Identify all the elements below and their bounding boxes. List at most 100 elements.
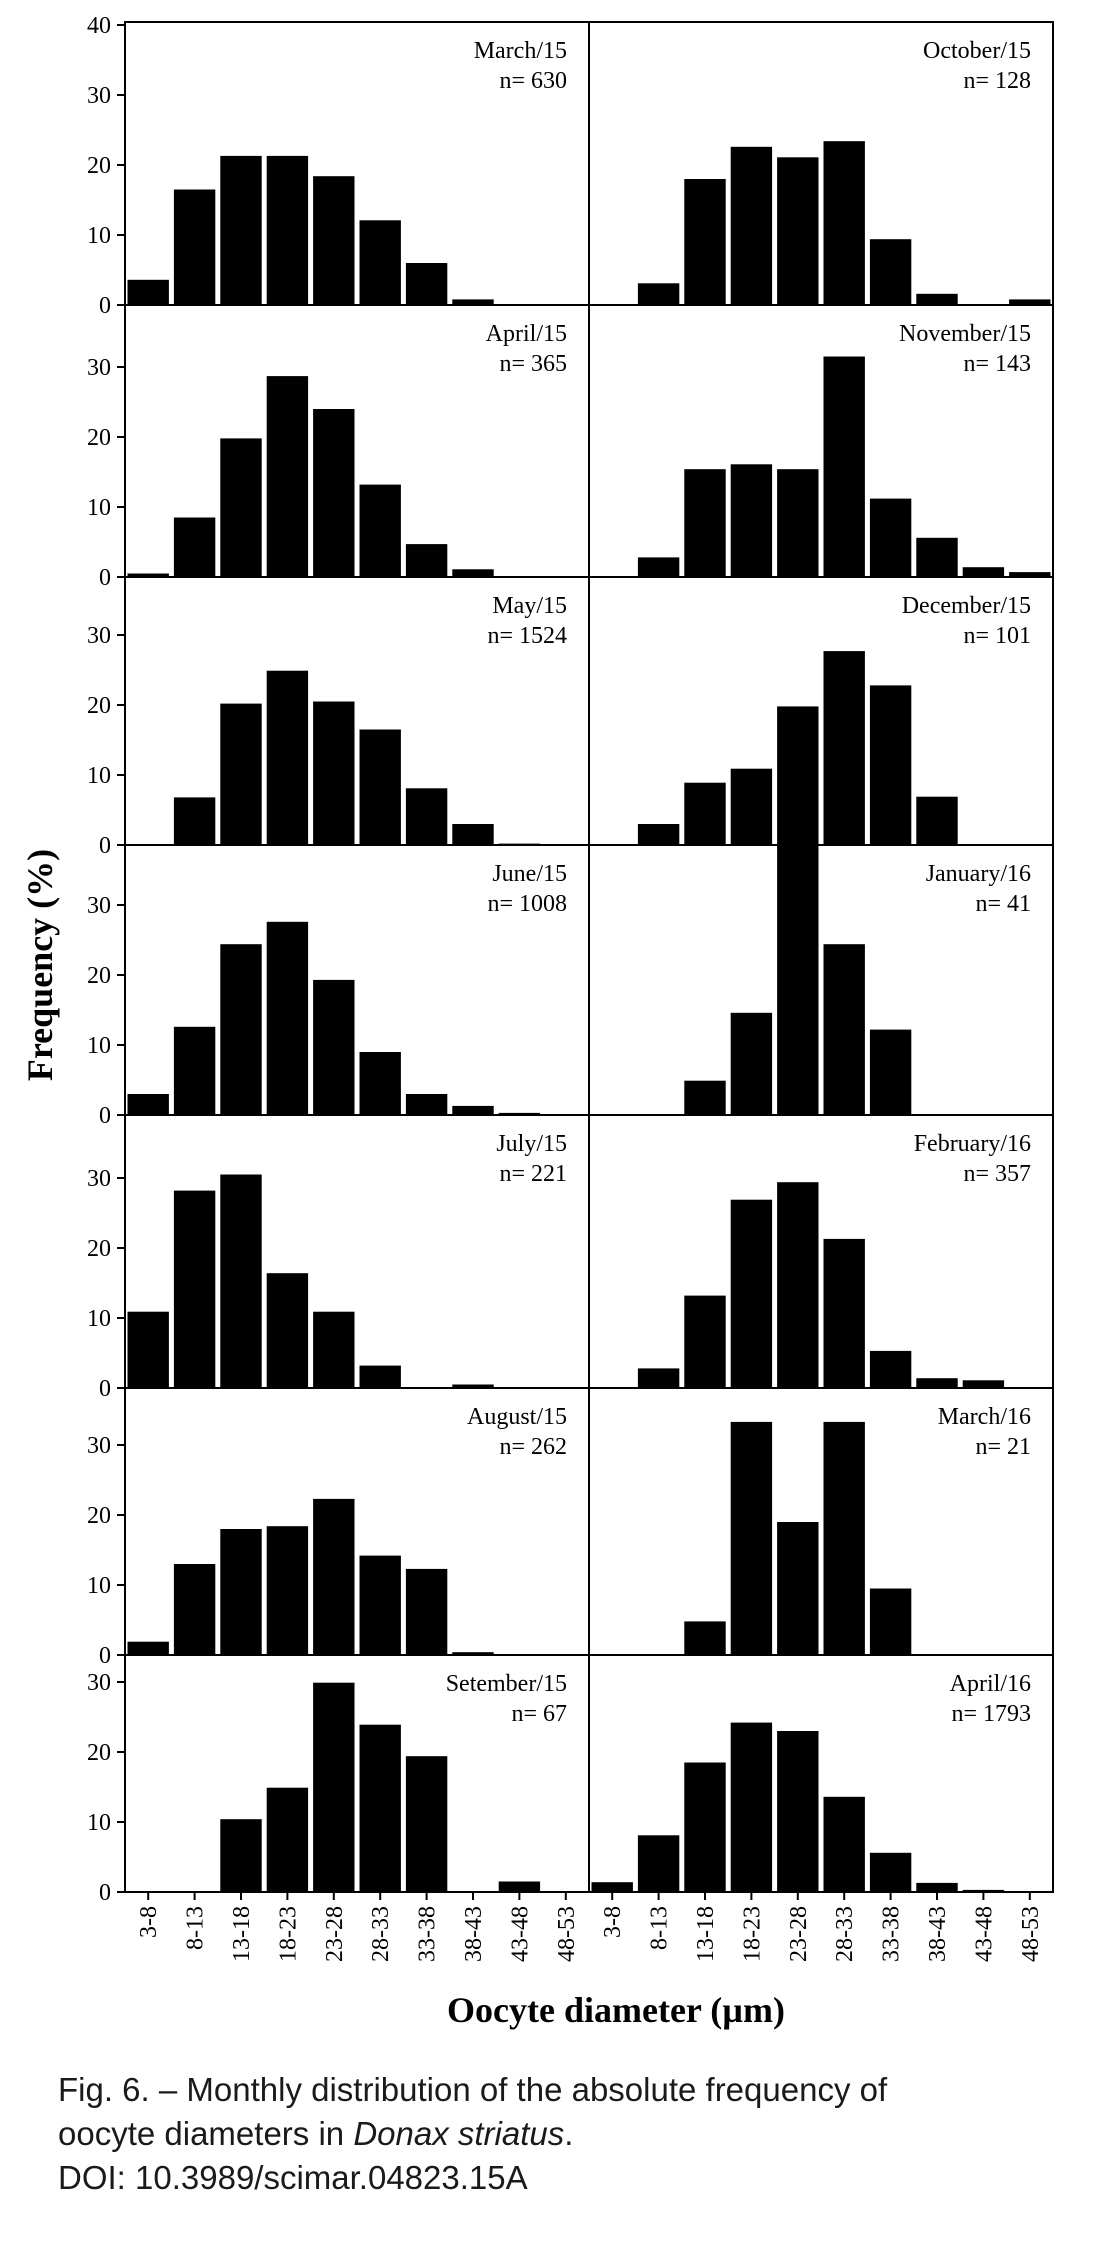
bar-38-43 (452, 1105, 494, 1115)
bar-13-18 (684, 1621, 726, 1655)
y-tick-label: 20 (87, 425, 111, 451)
bar-23-28 (313, 1498, 355, 1655)
bar-8-13 (173, 1190, 216, 1388)
bar-28-33 (359, 1365, 401, 1388)
bar-38-43 (452, 1652, 494, 1655)
panel-n-label: n= 221 (499, 1161, 567, 1187)
x-tick-label: 23-28 (786, 1906, 812, 1962)
bar-13-18 (684, 1295, 726, 1388)
panel-month-label: January/16 (926, 861, 1031, 887)
x-tick-label: 13-18 (693, 1906, 719, 1962)
bar-33-38 (869, 1029, 912, 1115)
bar-13-18 (220, 944, 262, 1115)
x-tick-label: 33-38 (879, 1906, 905, 1962)
bar-8-13 (637, 1835, 680, 1892)
bar-23-28 (313, 979, 355, 1115)
x-tick-label: 8-13 (647, 1906, 673, 1950)
bar-18-23 (266, 1526, 309, 1655)
y-tick-label: 30 (87, 83, 111, 109)
bar-43-48 (498, 1112, 541, 1115)
bar-33-38 (405, 1568, 448, 1655)
bar-28-33 (823, 1238, 865, 1388)
panel-month-label: December/15 (902, 593, 1031, 619)
panel-october-15: October/15 n= 128 (588, 21, 1054, 306)
bar-38-43 (916, 1882, 958, 1892)
x-tick-label: 43-48 (971, 1906, 997, 1962)
bar-38-43 (452, 299, 494, 305)
bar-23-28 (313, 176, 355, 305)
bar-13-18 (684, 469, 726, 577)
bar-18-23 (730, 1722, 773, 1892)
x-tick-label: 38-43 (925, 1906, 951, 1962)
bar-8-13 (637, 283, 680, 305)
figure-caption: Fig. 6. – Monthly distribution of the ab… (58, 2068, 1078, 2200)
frequency-histogram-grid: March/15 n= 630 0 10 20 30 40 April/15 n= 365 0 10… (20, 13, 1054, 2030)
panel-month-label: November/15 (899, 321, 1031, 347)
bar-8-13 (173, 1564, 216, 1655)
y-tick-label: 30 (87, 893, 111, 919)
bar-28-33 (823, 1421, 865, 1655)
y-tick-label: 20 (87, 1503, 111, 1529)
panel-n-label: n= 1793 (951, 1701, 1031, 1727)
y-tick-label: 10 (87, 223, 111, 249)
x-tick-label: 13-18 (229, 1906, 255, 1962)
panel-month-label: March/15 (474, 38, 567, 64)
y-tick-label: 20 (87, 1236, 111, 1262)
bar-23-28 (313, 1311, 355, 1388)
panel-n-label: n= 1524 (487, 623, 567, 649)
panel-april-16: April/16 n= 1793 (588, 1654, 1054, 1893)
bar-38-43 (916, 796, 958, 845)
panel-month-label: February/16 (914, 1131, 1031, 1157)
x-tick-label: 18-23 (275, 1906, 301, 1962)
panel-n-label: n= 67 (511, 1701, 567, 1727)
bar-38-43 (452, 569, 494, 577)
y-tick-label: 10 (87, 495, 111, 521)
y-tick-label: 40 (87, 13, 111, 39)
x-tick-label: 38-43 (461, 1906, 487, 1962)
bar-8-13 (637, 557, 680, 577)
panel-march-16: March/16 n= 21 (588, 1387, 1054, 1656)
bar-28-33 (823, 651, 865, 845)
panel-january-16: January/16 n= 41 (588, 844, 1054, 1116)
panel-n-label: n= 41 (975, 891, 1031, 917)
bar-43-48 (962, 567, 1005, 577)
x-tick-label: 23-28 (322, 1906, 348, 1962)
bar-38-43 (916, 1378, 958, 1388)
bar-33-38 (405, 544, 448, 577)
caption-line-2-suffix: . (564, 2115, 574, 2152)
y-tick-label: 30 (87, 623, 111, 649)
bar-28-33 (823, 356, 865, 577)
bar-23-28 (777, 1182, 819, 1388)
y-tick-label: 20 (87, 963, 111, 989)
caption-line-2: oocyte diameters in Donax striatus. (58, 2112, 1078, 2156)
panel-august-15: August/15 n= 262 0 10 20 30 (87, 1387, 590, 1669)
bar-28-33 (823, 141, 865, 305)
bar-18-23 (730, 146, 773, 305)
bar-38-43 (916, 293, 958, 305)
bar-23-28 (777, 706, 819, 845)
bar-28-33 (359, 484, 401, 577)
y-tick-label: 20 (87, 1740, 111, 1766)
panel-n-label: n= 143 (963, 351, 1031, 377)
panel-n-label: n= 630 (499, 68, 567, 94)
bar-43-48 (962, 1380, 1005, 1388)
bar-18-23 (266, 1787, 309, 1892)
bar-23-28 (777, 845, 819, 1115)
x-tick-label: 3-8 (600, 1906, 626, 1938)
bar-3-8 (127, 1311, 169, 1388)
panel-april-15: April/15 n= 365 0 10 20 30 (87, 304, 590, 591)
bar-28-33 (823, 944, 865, 1115)
panel-june-15: June/15 n= 1008 0 10 20 30 (87, 844, 590, 1129)
bar-43-48 (498, 1881, 541, 1892)
bar-38-43 (452, 824, 494, 845)
bar-8-13 (173, 797, 216, 845)
bar-28-33 (359, 220, 401, 305)
panel-july-15: July/15 n= 221 0 10 20 30 (87, 1114, 590, 1402)
bar-13-18 (220, 438, 262, 577)
bar-33-38 (869, 685, 912, 845)
bar-18-23 (730, 464, 773, 577)
bar-23-28 (777, 1522, 819, 1655)
bar-3-8 (127, 1641, 169, 1655)
y-tick-label: 0 (99, 565, 111, 591)
bar-13-18 (684, 179, 726, 305)
